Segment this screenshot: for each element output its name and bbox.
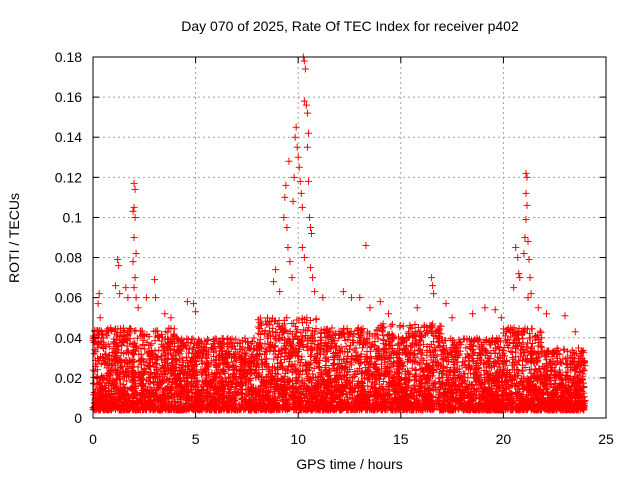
data-point [148, 340, 155, 347]
data-point [396, 324, 403, 331]
data-point [275, 335, 282, 342]
data-point [205, 337, 212, 344]
data-point [145, 342, 152, 349]
data-point [351, 347, 358, 354]
data-point [270, 356, 277, 363]
data-point [183, 335, 190, 342]
data-point [154, 327, 161, 334]
data-points [90, 54, 589, 414]
data-point [91, 350, 98, 357]
data-point [389, 321, 396, 328]
data-point [387, 323, 394, 330]
data-point [411, 350, 418, 357]
data-point [264, 314, 271, 321]
data-point [447, 335, 454, 342]
data-point [313, 315, 320, 322]
